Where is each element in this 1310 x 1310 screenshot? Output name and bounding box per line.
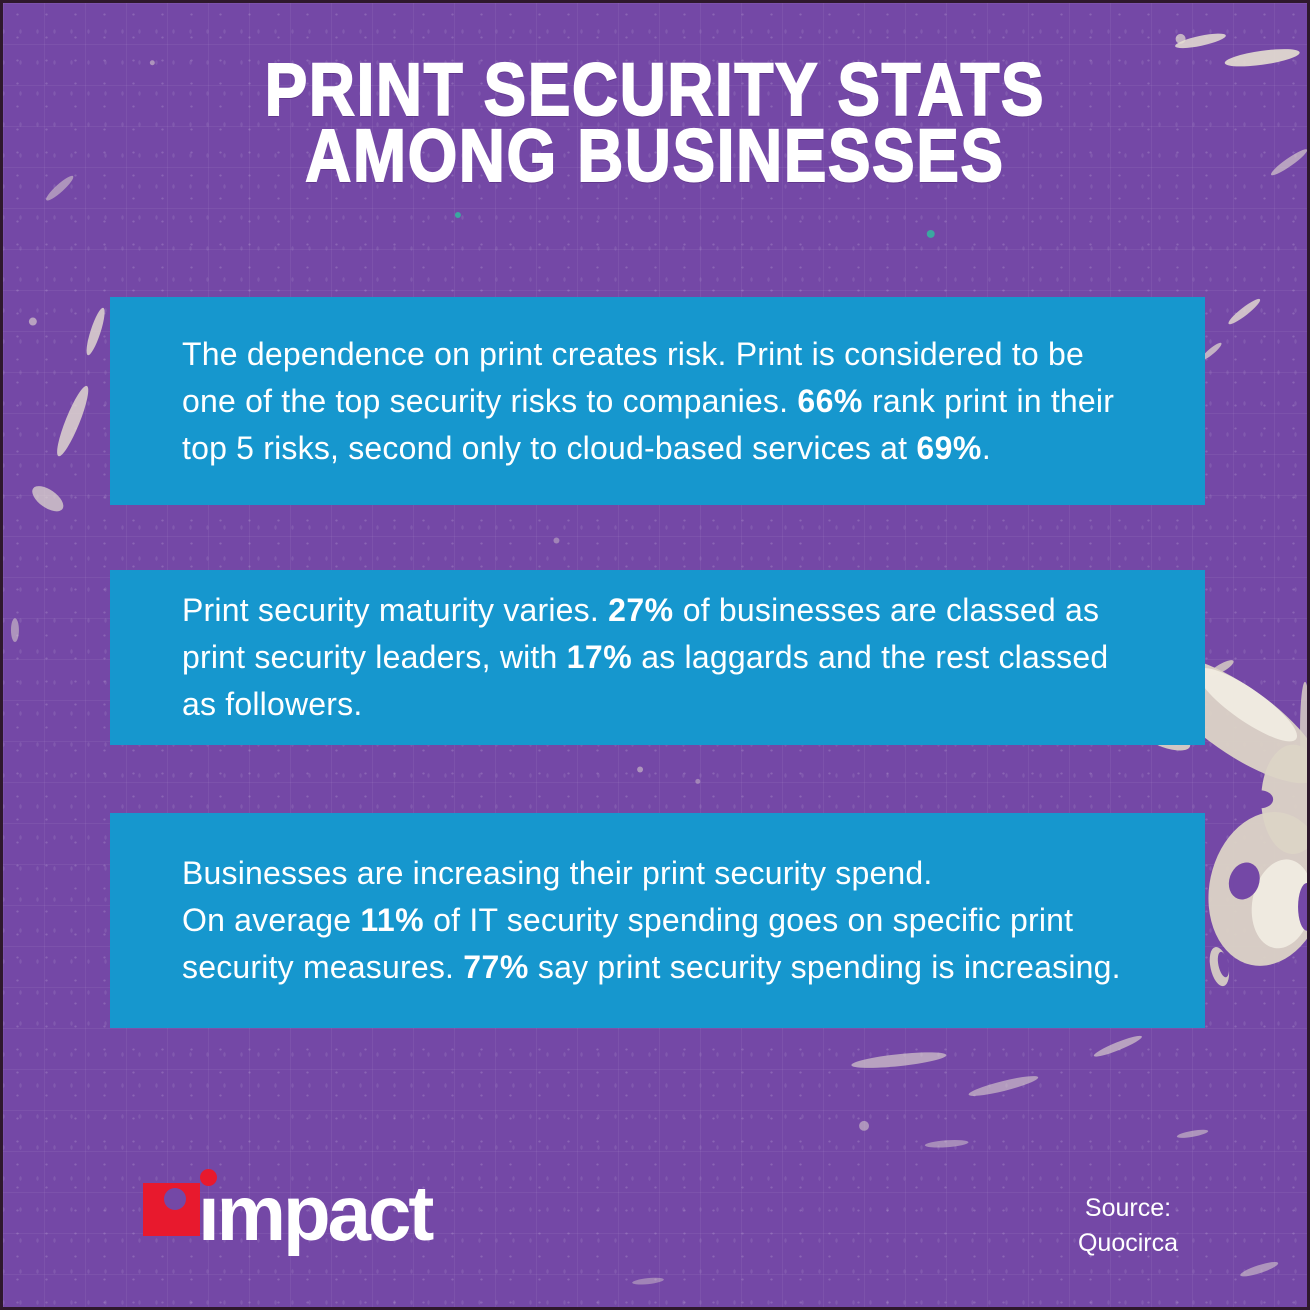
impact-logo-circle-icon — [164, 1188, 186, 1210]
page-title-line-2: AMONG BUSINESSES — [304, 114, 1005, 197]
impact-logo: ımpact — [143, 1167, 503, 1267]
source-label-line-1: Source: — [1084, 1194, 1172, 1222]
source-label-line-2: Quocirca — [1077, 1229, 1179, 1257]
page-title-line-1: PRINT SECURITY STATS — [264, 48, 1046, 131]
stat-box-spending: Businesses are increasing their print se… — [110, 813, 1205, 1028]
impact-logo-dot-icon — [200, 1169, 217, 1186]
stat-text-print-risk: The dependence on print creates risk. Pr… — [182, 335, 1115, 466]
stat-box-print-risk: The dependence on print creates risk. Pr… — [110, 297, 1205, 505]
impact-logo-square-icon — [143, 1183, 200, 1236]
stat-text-maturity: Print security maturity varies. 27% of b… — [182, 592, 1109, 722]
stat-text-spending: Businesses are increasing their print se… — [182, 855, 1121, 985]
impact-logo-text: ımpact — [198, 1169, 434, 1257]
stat-box-maturity: Print security maturity varies. 27% of b… — [110, 570, 1205, 745]
page-title: PRINT SECURITY STATS AMONG BUSINESSES — [94, 52, 1215, 194]
source-label: Source: Quocirca — [1053, 1191, 1203, 1261]
